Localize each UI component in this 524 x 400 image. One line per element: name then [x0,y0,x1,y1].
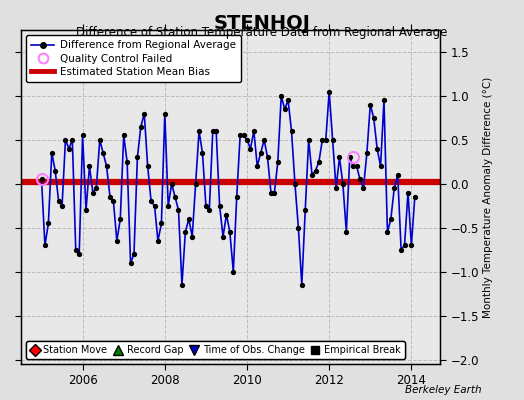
Text: Difference of Station Temperature Data from Regional Average: Difference of Station Temperature Data f… [77,26,447,39]
Text: STENHOJ: STENHOJ [214,14,310,33]
Legend: Station Move, Record Gap, Time of Obs. Change, Empirical Break: Station Move, Record Gap, Time of Obs. C… [26,341,405,359]
Y-axis label: Monthly Temperature Anomaly Difference (°C): Monthly Temperature Anomaly Difference (… [483,76,493,318]
Text: Berkeley Earth: Berkeley Earth [406,385,482,395]
